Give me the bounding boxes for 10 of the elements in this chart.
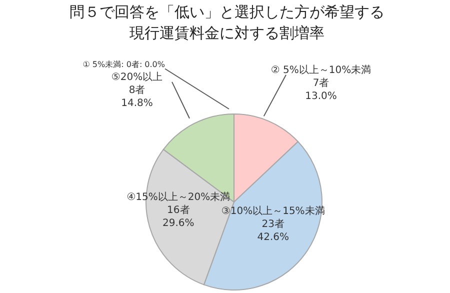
slice-label: ④15%以上～20%未満 (126, 191, 230, 204)
slice-label: ⑤20%以上 (111, 70, 163, 83)
data-label: 16者 29.6% (162, 204, 194, 230)
data-label: 8者 14.8% (121, 84, 153, 109)
slice-label: ③10%以上～15%未満 (221, 205, 325, 218)
slice-label: ② 5%以上～10%未満 (270, 64, 372, 76)
chart-title: 問５で回答を「低い」と選択した方が希望する現行運賃料金に対する割増率 (68, 2, 386, 44)
data-label: 7者 13.0% (305, 76, 337, 102)
data-label: 23者 42.6% (257, 218, 290, 244)
category-label: ① 5%未満: 0者: 0.0% (82, 60, 165, 69)
